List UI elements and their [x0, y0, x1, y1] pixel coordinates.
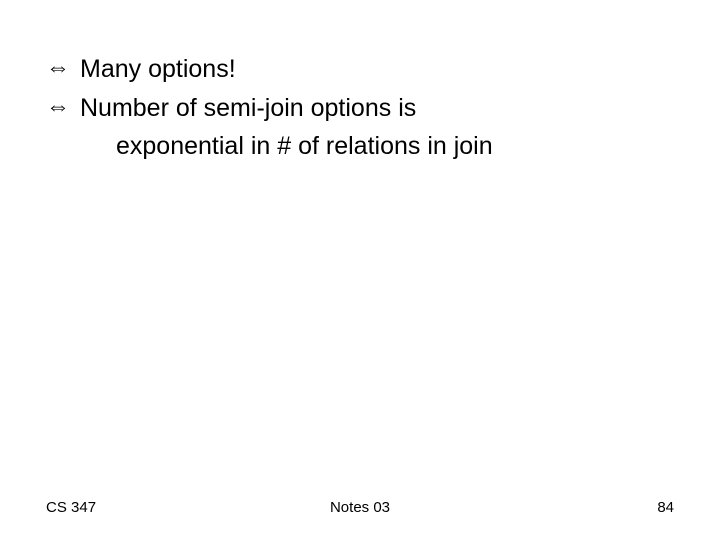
bullet-item: ⇔ Many options!	[46, 52, 674, 87]
bullet-item: ⇔ Number of semi-join options is	[46, 91, 674, 126]
footer-notes: Notes 03	[330, 499, 390, 516]
slide-content: ⇔ Many options! ⇔ Number of semi-join op…	[0, 0, 720, 164]
bullet-continuation: exponential in # of relations in join	[46, 129, 674, 164]
bullet-arrow-icon: ⇔	[46, 52, 70, 84]
slide-footer: CS 347 Notes 03 84	[0, 499, 720, 516]
footer-page-number: 84	[657, 499, 674, 516]
footer-course: CS 347	[46, 499, 96, 516]
bullet-arrow-icon: ⇔	[46, 91, 70, 123]
bullet-text: Many options!	[80, 52, 236, 87]
bullet-text: Number of semi-join options is	[80, 91, 416, 126]
